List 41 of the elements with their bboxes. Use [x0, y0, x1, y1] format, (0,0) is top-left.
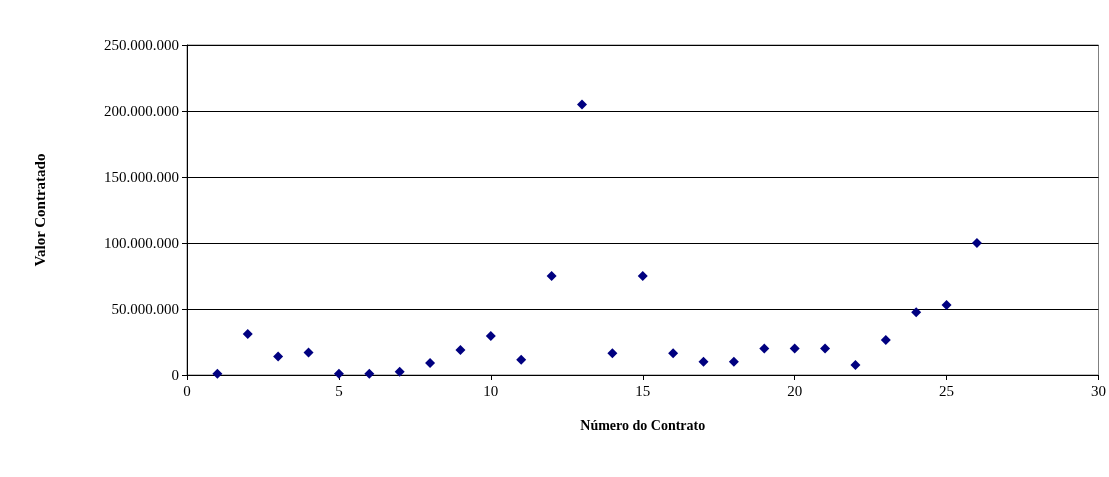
y-tick-label: 200.000.000	[104, 103, 179, 119]
x-tick-label: 30	[1091, 382, 1106, 399]
x-axis-title: Número do Contrato	[580, 417, 706, 433]
point	[546, 271, 557, 281]
point	[971, 238, 982, 248]
point	[273, 351, 284, 362]
point	[941, 300, 952, 311]
point	[303, 347, 314, 358]
x-tick-label: 0	[183, 382, 191, 399]
y-axis-title: Valor Contratado	[31, 153, 48, 267]
point	[212, 368, 223, 379]
point	[911, 307, 922, 318]
point	[516, 354, 527, 365]
y-tick-label: 250.000.000	[104, 37, 179, 53]
point	[394, 366, 405, 377]
y-tick-label: 50.000.000	[111, 301, 179, 317]
point	[242, 329, 253, 340]
point	[607, 348, 618, 359]
x-tick-label: 25	[939, 382, 955, 399]
point	[789, 343, 800, 354]
point	[455, 344, 466, 355]
point	[820, 343, 831, 354]
x-tick-label: 10	[483, 382, 499, 399]
point	[333, 368, 344, 379]
y-tick-label: 150.000.000	[104, 169, 179, 185]
point	[880, 335, 891, 346]
point	[850, 360, 861, 371]
point	[668, 348, 679, 359]
x-tick-label: 5	[335, 382, 343, 399]
point	[485, 331, 496, 342]
point	[728, 356, 739, 367]
point	[576, 99, 587, 110]
x-tick-label: 20	[787, 382, 803, 399]
x-tick-label: 15	[635, 382, 651, 399]
y-tick-label: 100.000.000	[104, 235, 179, 251]
point	[364, 368, 375, 379]
point	[759, 343, 770, 354]
point	[637, 271, 648, 281]
point	[425, 358, 436, 369]
point	[698, 356, 709, 367]
y-tick-label: 0	[171, 367, 179, 383]
